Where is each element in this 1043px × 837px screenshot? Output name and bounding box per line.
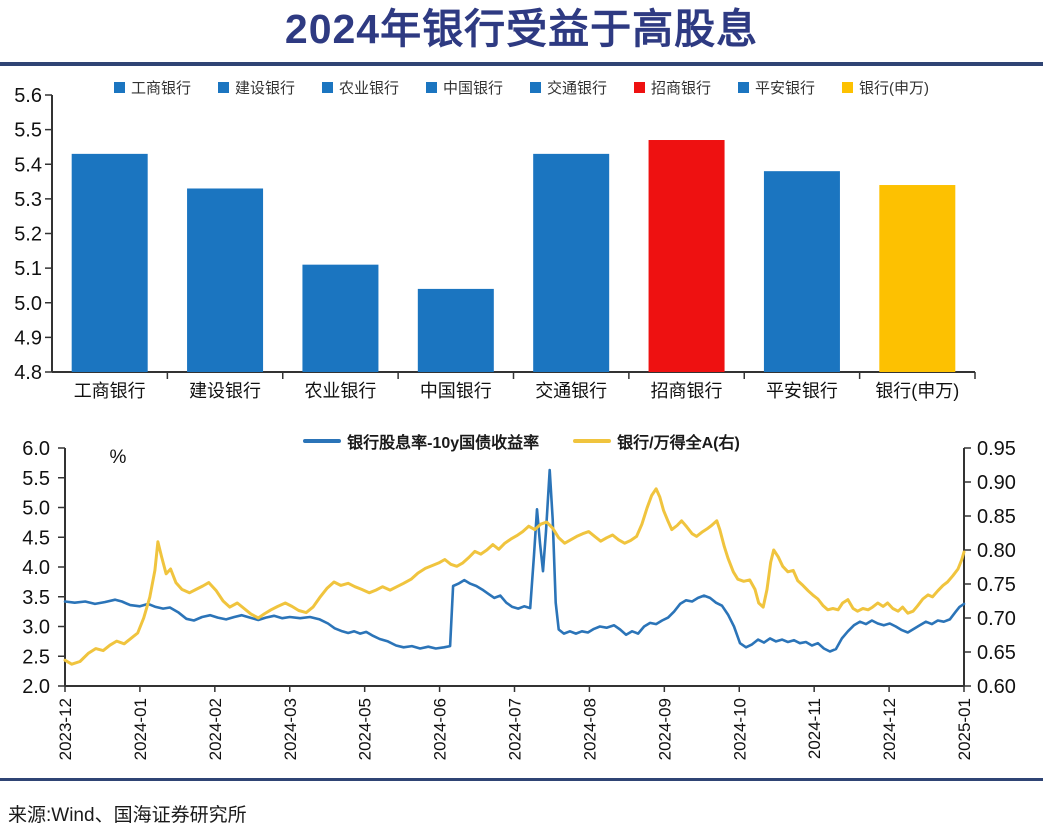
left-axis-unit-label: %	[110, 447, 127, 468]
left-y-tick-label: 5.5	[22, 468, 50, 490]
bar-y-tick-label: 5.2	[14, 224, 42, 246]
legend-label: 工商银行	[130, 80, 191, 97]
legend-item: 建设银行	[217, 77, 295, 98]
bar-y-tick-label: 5.6	[14, 85, 42, 107]
series-line-bank-vs-winda	[63, 487, 966, 666]
line-x-tick-label: 2024-03	[281, 698, 300, 760]
bar-category-label: 交通银行	[535, 381, 607, 401]
left-y-tick-label: 4.5	[22, 527, 50, 549]
legend-square-marker-icon	[425, 82, 437, 93]
bar-平安银行	[763, 171, 840, 372]
legend-item: 工商银行	[113, 77, 191, 98]
page-title: 2024年银行受益于高股息	[284, 6, 759, 52]
series-line-dividend-spread	[63, 468, 966, 653]
legend-label: 银行/万得全A(右)	[617, 435, 740, 452]
legend-label: 银行股息率-10y国债收益率	[347, 435, 540, 452]
right-y-tick-label: 0.65	[977, 642, 1016, 664]
legend-square-marker-icon	[842, 82, 854, 93]
bar-农业银行	[302, 264, 379, 372]
line-x-tick-label: 2024-10	[730, 698, 749, 760]
left-y-tick-label: 6.0	[22, 438, 50, 460]
legend-item: 平安银行	[738, 77, 815, 98]
legend-square-marker-icon	[634, 82, 646, 93]
bar-y-tick-label: 4.9	[14, 327, 42, 349]
right-y-tick-label: 0.95	[977, 438, 1016, 460]
line-x-tick-label: 2024-12	[880, 698, 899, 760]
right-y-tick-label: 0.70	[977, 608, 1016, 630]
legend-item: 银行/万得全A(右)	[573, 429, 740, 453]
left-y-tick-label: 3.5	[22, 587, 50, 609]
bar-招商银行	[648, 140, 725, 372]
bar-category-label: 中国银行	[420, 381, 492, 401]
legend-label: 平安银行	[755, 80, 816, 97]
bar-y-tick-label: 5.1	[14, 258, 42, 280]
legend-square-marker-icon	[321, 82, 333, 93]
left-y-tick-label: 2.5	[22, 646, 50, 668]
line-chart-legend: 银行股息率-10y国债收益率 银行/万得全A(右)	[0, 429, 1043, 453]
bar-category-label: 农业银行	[304, 381, 376, 401]
bar-银行(申万)	[879, 185, 956, 372]
legend-label: 中国银行	[442, 80, 503, 97]
legend-label: 建设银行	[234, 80, 295, 97]
bar-category-label: 招商银行	[651, 381, 723, 401]
right-y-tick-label: 0.80	[977, 540, 1016, 562]
legend-square-marker-icon	[530, 82, 541, 93]
bar-y-tick-label: 5.5	[14, 120, 42, 142]
legend-square-marker-icon	[217, 82, 229, 93]
legend-label: 招商银行	[651, 80, 712, 97]
bar-中国银行	[417, 288, 494, 372]
legend-square-marker-icon	[113, 82, 125, 93]
right-y-tick-label: 0.85	[977, 506, 1016, 528]
right-y-tick-label: 0.90	[977, 472, 1016, 494]
bar-y-tick-label: 5.3	[14, 189, 42, 211]
line-x-tick-label: 2023-12	[56, 698, 75, 760]
bar-category-label: 工商银行	[74, 381, 146, 401]
left-y-tick-label: 3.0	[22, 617, 50, 639]
line-x-tick-label: 2024-08	[580, 698, 599, 760]
right-y-tick-label: 0.75	[977, 574, 1016, 596]
line-chart: 2.0 2.5 3.0 3.5 4.0 4.5 5.0 5.5 6.0 0.60 0.65 0.70 0…	[22, 438, 1016, 760]
bar-建设银行	[187, 188, 264, 372]
legend-label: 银行(申万)	[859, 80, 930, 97]
bar-y-tick-label: 5.4	[14, 154, 42, 176]
legend-item: 招商银行	[634, 77, 711, 98]
legend-label: 农业银行	[338, 80, 399, 97]
left-y-tick-label: 4.0	[22, 557, 50, 579]
line-x-tick-label: 2024-05	[356, 698, 375, 760]
line-x-tick-label: 2025-01	[955, 698, 974, 760]
legend-line-marker-icon	[573, 439, 612, 443]
line-x-tick-label: 2024-07	[506, 698, 525, 760]
bar-工商银行	[71, 153, 148, 372]
legend-item: 银行(申万)	[842, 77, 929, 98]
footer-divider	[0, 778, 1043, 781]
legend-square-marker-icon	[738, 82, 750, 93]
line-x-tick-label: 2024-11	[805, 698, 824, 759]
line-x-tick-label: 2024-02	[206, 698, 225, 760]
line-x-tick-label: 2024-01	[131, 698, 150, 760]
bar-category-label: 银行(申万)	[875, 381, 959, 401]
left-y-tick-label: 5.0	[22, 498, 50, 520]
legend-item: 农业银行	[321, 77, 399, 98]
legend-line-marker-icon	[303, 439, 342, 443]
legend-label: 交通银行	[547, 80, 608, 97]
source-note: 来源:Wind、国海证券研究所	[8, 805, 247, 826]
bar-chart: 4.8 4.9 5.0 5.1 5.2 5.3 5.4 5.5 5.6 工商银行 建设银行 农业银行 中…	[14, 85, 976, 401]
bar-y-tick-label: 4.8	[14, 362, 42, 384]
bar-y-tick-label: 5.0	[14, 293, 42, 315]
line-x-tick-label: 2024-06	[431, 698, 450, 760]
legend-item: 交通银行	[530, 77, 607, 98]
bar-category-label: 平安银行	[766, 381, 838, 401]
bar-交通银行	[533, 153, 610, 372]
legend-item: 中国银行	[425, 77, 503, 98]
bar-category-label: 建设银行	[189, 381, 261, 401]
left-y-tick-label: 2.0	[22, 676, 50, 698]
bar-chart-legend: 工商银行 建设银行 农业银行 中国银行 交通银行 招商银行 平安银行 银行(申万)	[0, 77, 1043, 98]
legend-item: 银行股息率-10y国债收益率	[303, 429, 539, 453]
title-divider	[0, 62, 1043, 66]
right-y-tick-label: 0.60	[977, 676, 1016, 698]
line-x-tick-label: 2024-09	[655, 698, 674, 760]
